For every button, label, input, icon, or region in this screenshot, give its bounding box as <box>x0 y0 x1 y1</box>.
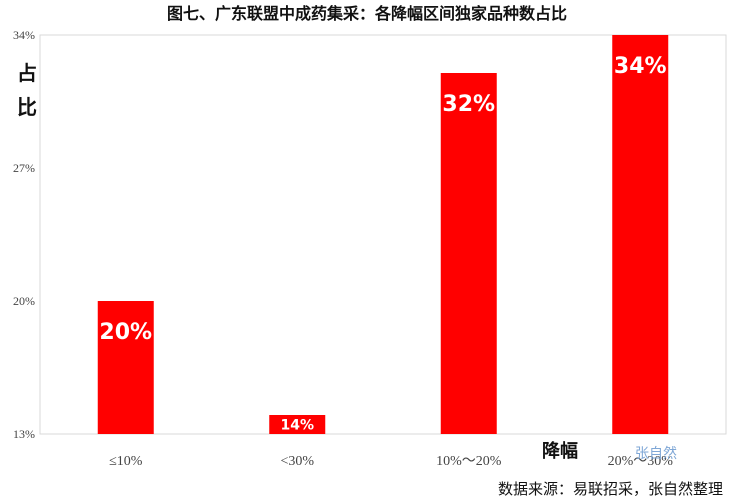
x-axis-title: 降幅 <box>542 440 578 462</box>
y-axis-title: 占 比 <box>17 61 37 119</box>
y-axis-title-char-2: 比 <box>17 95 37 119</box>
bar <box>440 73 497 434</box>
bar <box>97 301 154 434</box>
x-tick-label: 10%～20% <box>436 454 502 469</box>
y-axis-title-char-1: 占 <box>17 61 37 85</box>
watermark-signature: 张自然 <box>635 445 677 462</box>
y-axis-ticks: 13% 20% 27% 34% <box>13 28 35 441</box>
data-label: 20% <box>99 320 152 345</box>
bar <box>269 415 326 434</box>
x-tick-label: ≤10% <box>109 454 143 469</box>
bars <box>97 35 669 434</box>
plot-area <box>39 34 727 435</box>
source-note: 数据来源：易联招采，张自然整理 <box>498 480 723 498</box>
data-label: 14% <box>280 418 314 434</box>
data-label: 32% <box>442 92 495 117</box>
y-tick-label: 20% <box>13 294 35 308</box>
bar <box>612 35 669 434</box>
x-tick-label: 20%～30% <box>608 454 674 469</box>
data-labels: 20% 14% 32% 34% <box>99 54 666 434</box>
x-tick-label: <30% <box>280 454 314 469</box>
data-label: 34% <box>614 54 667 79</box>
x-axis-ticks: ≤10% <30% 10%～20% 20%～30% <box>109 454 673 469</box>
y-tick-label: 34% <box>13 28 35 42</box>
y-tick-label: 27% <box>13 161 35 175</box>
y-tick-label: 13% <box>13 427 35 441</box>
chart-title: 图七、广东联盟中成药集采：各降幅区间独家品种数占比 <box>167 4 567 23</box>
